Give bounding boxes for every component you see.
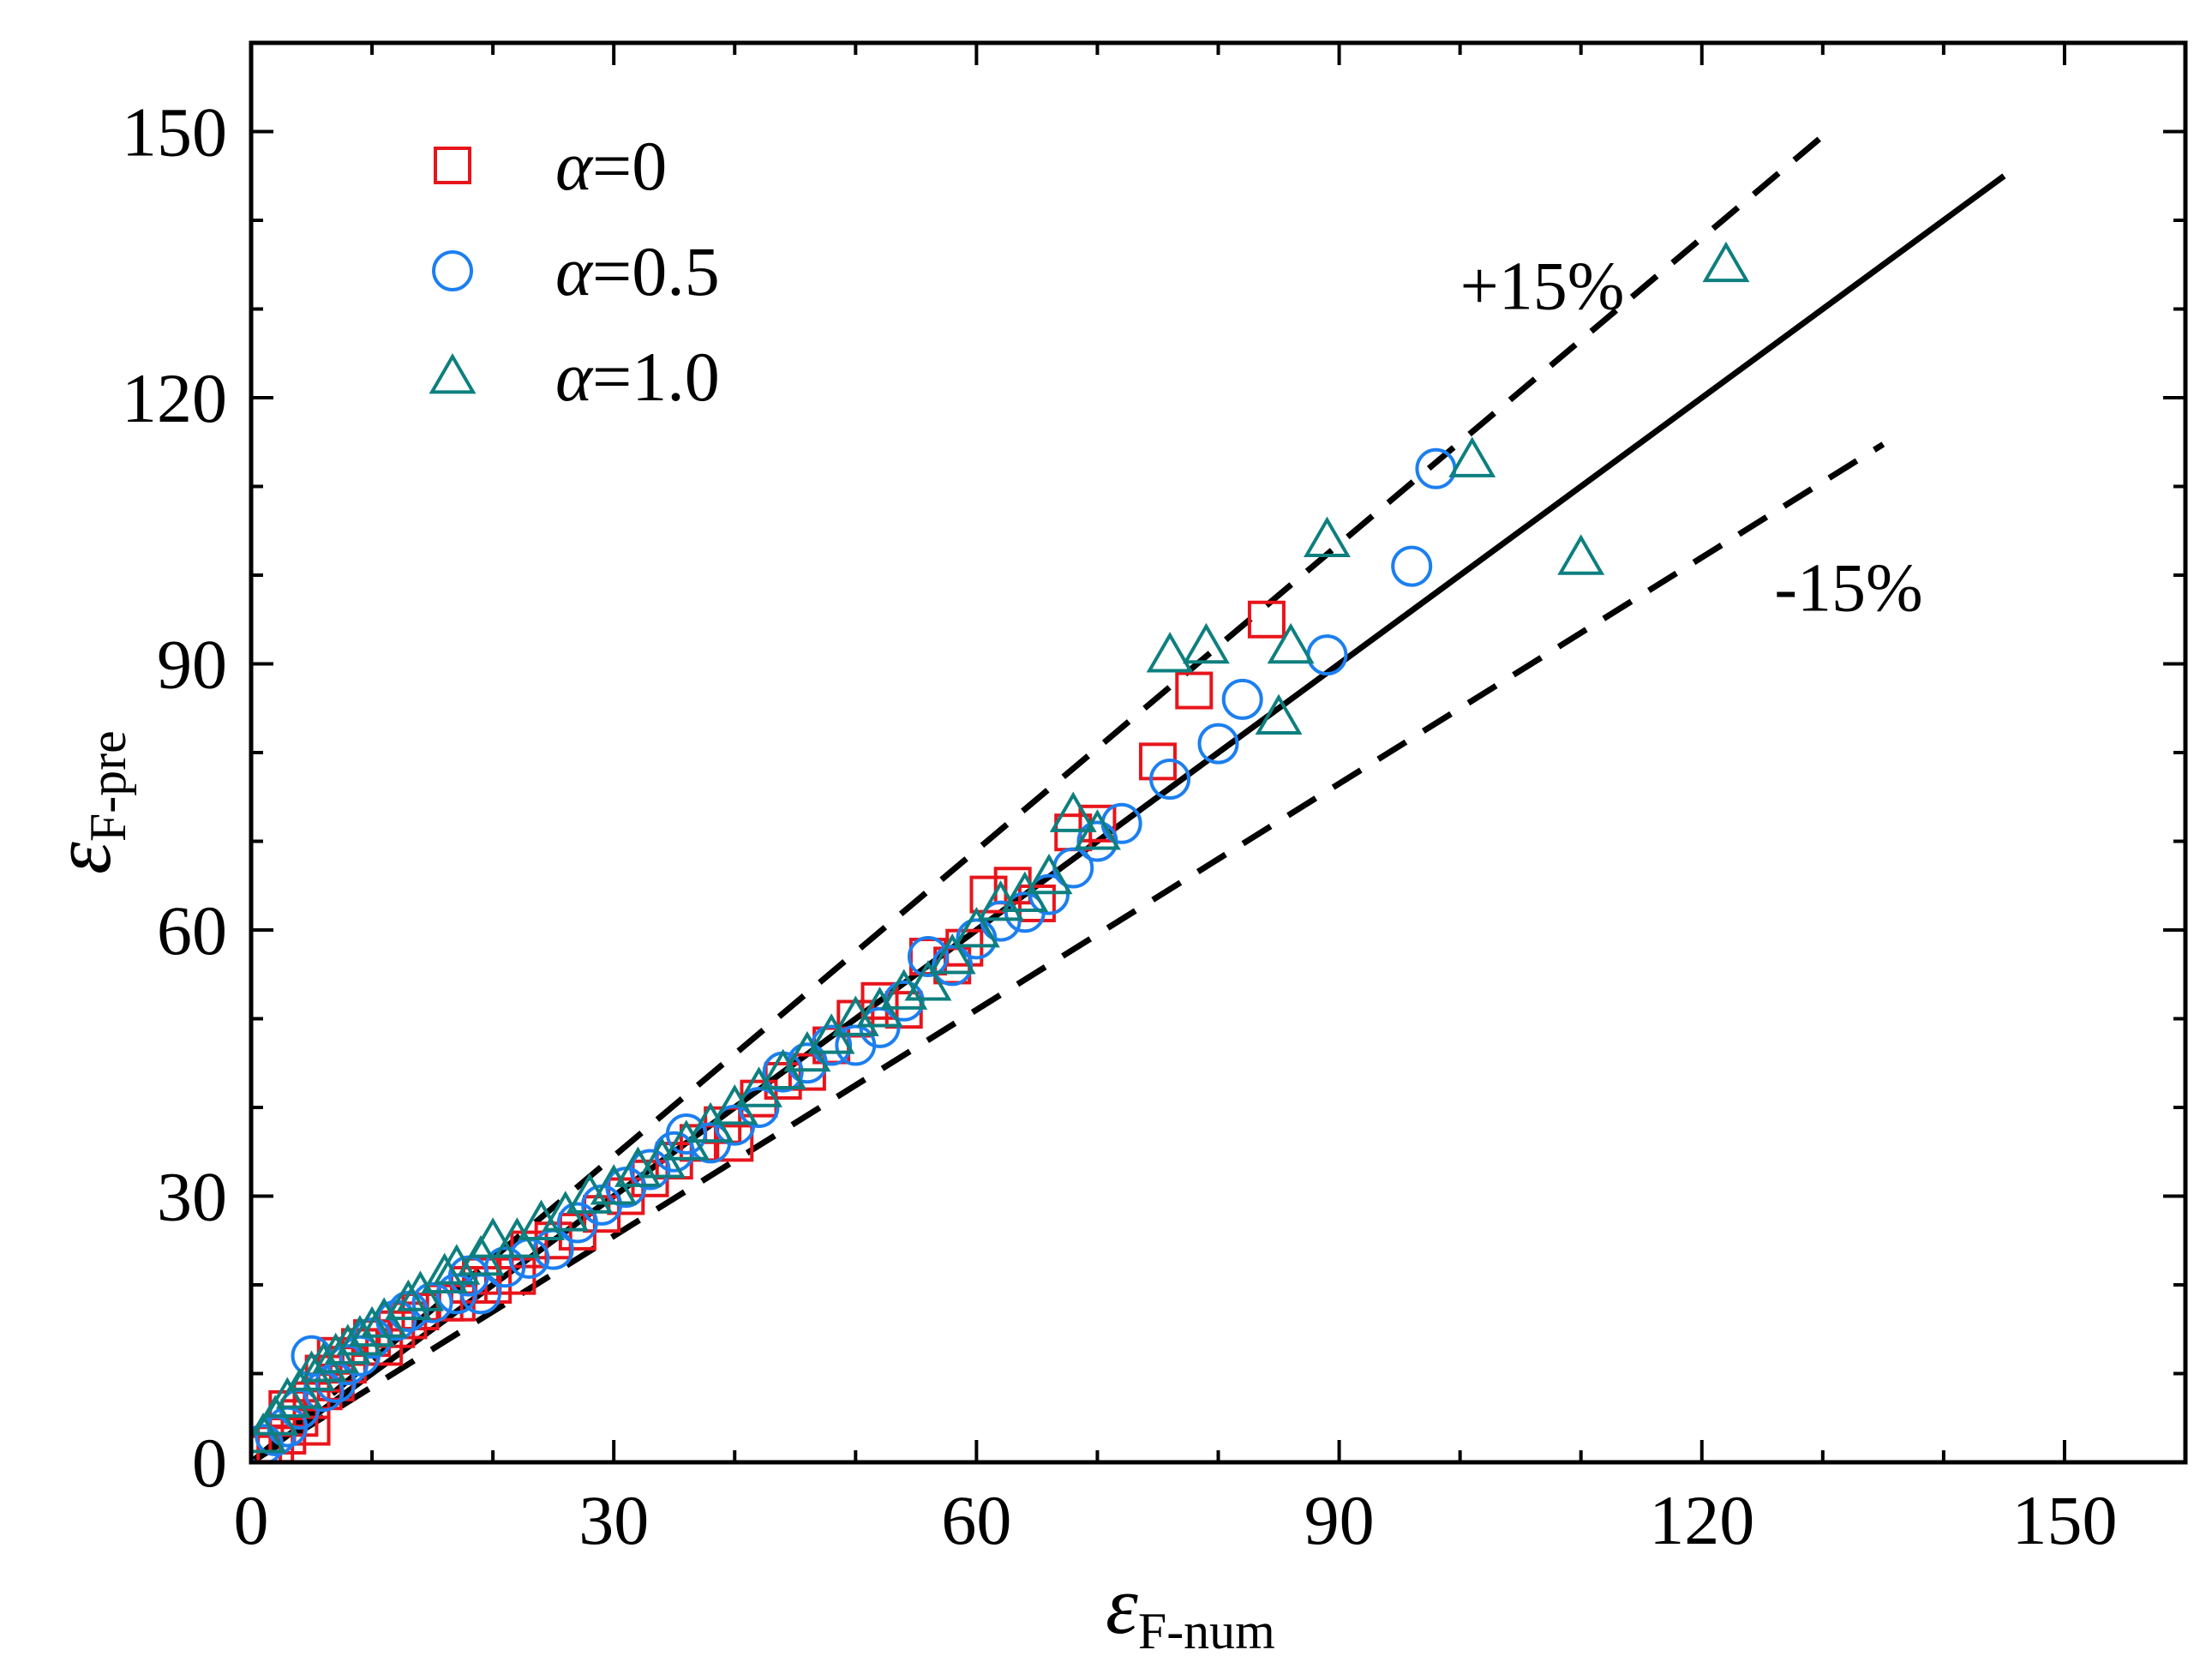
data-point xyxy=(348,1305,396,1347)
data-point xyxy=(1415,447,1457,489)
series-triangle xyxy=(251,241,1750,1454)
data-point xyxy=(1197,723,1239,765)
y-tick-label: 30 xyxy=(157,1158,227,1236)
data-point xyxy=(263,1377,311,1418)
data-point xyxy=(904,960,952,1001)
data-point xyxy=(835,1024,877,1066)
data-point xyxy=(1702,241,1750,283)
legend-value: =1.0 xyxy=(592,338,720,416)
legend-marker-triangle xyxy=(429,353,477,394)
x-axis-title: εF-num xyxy=(1106,1559,1275,1659)
legend-value: =0.5 xyxy=(592,232,720,310)
data-point xyxy=(928,933,976,975)
data-point xyxy=(952,907,1000,948)
data-point xyxy=(411,1281,453,1323)
legend-label: α=0 xyxy=(555,127,667,205)
legend: α=0α=0.5α=1.0 xyxy=(429,127,720,416)
data-point xyxy=(665,1113,707,1155)
data-point xyxy=(1149,759,1191,801)
legend-value: =0 xyxy=(592,127,667,205)
x-tick-label: 0 xyxy=(234,1481,269,1559)
data-point xyxy=(883,980,925,1022)
reference-line xyxy=(251,441,1885,1462)
y-tick-label: 90 xyxy=(157,626,227,704)
data-point xyxy=(1448,436,1496,477)
reference-lines xyxy=(251,134,2006,1462)
x-tick-label: 120 xyxy=(1649,1481,1754,1559)
tick-labels: 0 30 60 90 120 150 0 30 60 90 120 150 xyxy=(122,93,2117,1560)
line-annotation: -15% xyxy=(1774,550,1922,626)
data-point xyxy=(1391,545,1433,587)
data-point xyxy=(1306,634,1348,676)
data-point xyxy=(1221,678,1263,720)
axis-ticks xyxy=(251,43,2185,1462)
data-point xyxy=(1073,809,1121,850)
data-point xyxy=(860,981,899,1020)
x-tick-label: 30 xyxy=(578,1481,649,1559)
data-point xyxy=(401,1293,440,1331)
x-tick-label: 90 xyxy=(1304,1481,1375,1559)
data-points xyxy=(251,241,1750,1462)
data-point xyxy=(932,945,974,987)
legend-symbol: α xyxy=(555,232,594,310)
data-point xyxy=(1247,600,1286,639)
data-point xyxy=(859,1006,901,1048)
y-tick-label: 120 xyxy=(122,359,227,437)
y-tick-label: 150 xyxy=(122,93,227,171)
data-point xyxy=(1557,534,1605,575)
data-point xyxy=(1175,671,1214,710)
legend-symbol: α xyxy=(555,338,594,416)
data-point xyxy=(1017,884,1056,922)
y-tick-label: 60 xyxy=(157,891,227,969)
data-point xyxy=(907,936,949,978)
data-point xyxy=(1049,791,1097,832)
data-point xyxy=(384,1279,432,1321)
legend-marker-circle xyxy=(432,250,473,291)
legend-symbol: α xyxy=(555,127,594,205)
legend-label: α=0.5 xyxy=(555,232,720,310)
series-square xyxy=(251,600,1286,1462)
data-point xyxy=(327,1344,369,1386)
y-tick-label: 0 xyxy=(192,1424,227,1502)
data-point xyxy=(1028,873,1070,915)
x-tick-label: 60 xyxy=(941,1481,1011,1559)
legend-label: α=1.0 xyxy=(555,338,720,416)
data-point xyxy=(484,1246,526,1288)
line-annotation: +15% xyxy=(1460,249,1625,325)
data-point xyxy=(1078,804,1117,843)
data-point xyxy=(1303,516,1351,557)
data-point xyxy=(421,1252,469,1294)
data-point xyxy=(1267,622,1315,664)
data-point xyxy=(1146,632,1194,673)
legend-marker-square xyxy=(434,147,471,184)
data-point xyxy=(1025,853,1073,895)
data-point xyxy=(1182,622,1230,664)
data-point xyxy=(469,1217,517,1258)
data-point xyxy=(716,1124,754,1162)
y-axis-title: εF-pre xyxy=(36,730,136,874)
data-point xyxy=(738,1087,780,1128)
data-point xyxy=(1255,693,1303,735)
x-tick-label: 150 xyxy=(2011,1481,2117,1559)
annotations: +15% -15% xyxy=(1460,249,1923,627)
